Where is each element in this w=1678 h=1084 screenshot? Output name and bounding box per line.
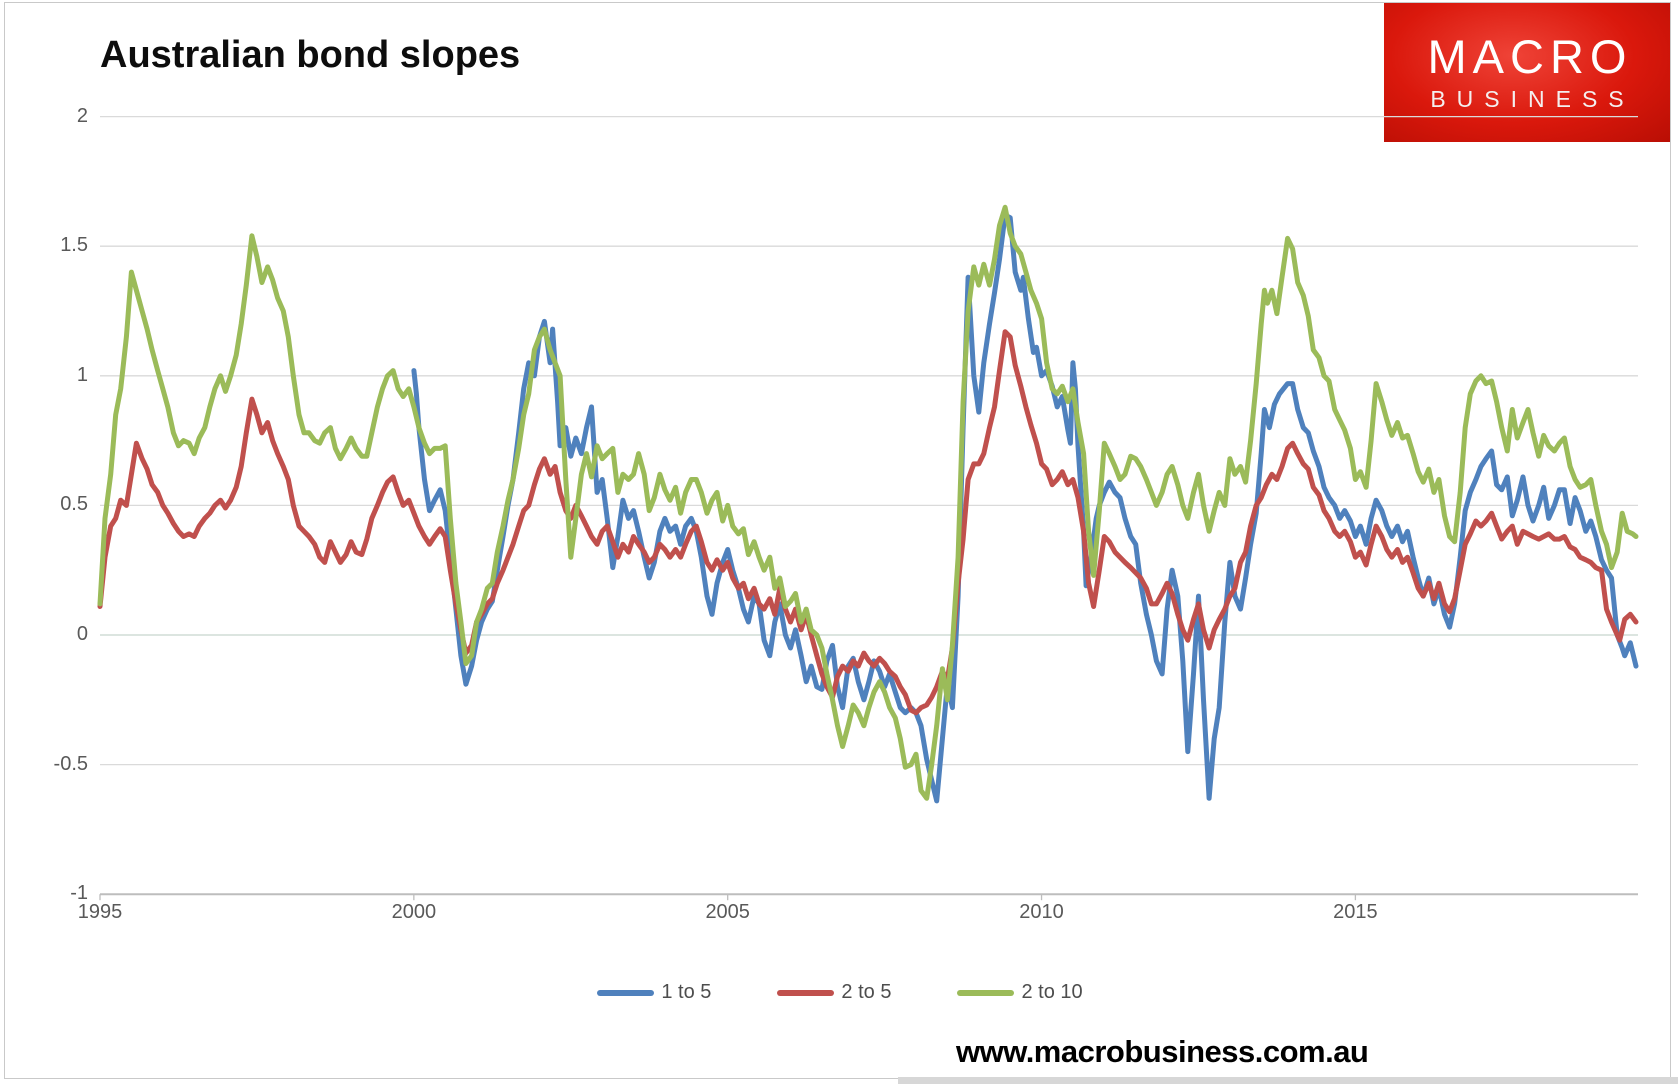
x-tick-label: 2005 (705, 901, 750, 923)
legend-item-2-to-10: 2 to 10 (957, 981, 1083, 1004)
series-line-1-to-5 (411, 212, 1639, 804)
legend-item-1-to-5: 1 to 5 (597, 981, 711, 1004)
y-tick-label: 2 (76, 104, 88, 127)
x-tick-label: 1995 (77, 901, 123, 923)
y-tick-label: 0.5 (60, 493, 88, 516)
legend-swatch (957, 989, 1015, 996)
y-tick-label: 0 (76, 623, 88, 645)
logo-text-business: BUSINESS (1430, 85, 1635, 112)
legend-item-2-to-5: 2 to 5 (777, 981, 891, 1004)
x-tick-label: 2015 (1333, 901, 1378, 923)
footer-url: www.macrobusiness.com.au (956, 1034, 1369, 1069)
macrobusiness-logo: MACRO BUSINESS (1384, 3, 1670, 142)
legend-swatch (777, 989, 835, 996)
chart-title: Australian bond slopes (100, 34, 521, 76)
y-tick-label: 1.5 (60, 234, 88, 257)
bottom-edge-strip (898, 1077, 1678, 1084)
y-tick-label: -0.5 (53, 752, 88, 775)
logo-text-macro: MACRO (1427, 30, 1633, 84)
series-line-2-to-10 (97, 204, 1639, 801)
chart-legend: 1 to 5 2 to 5 2 to 10 (420, 981, 1260, 1004)
legend-label: 1 to 5 (661, 981, 712, 1003)
y-tick-label: 1 (76, 363, 88, 386)
legend-label: 2 to 5 (841, 981, 892, 1003)
series-line-2-to-5 (97, 329, 1639, 716)
x-tick-label: 2010 (1019, 901, 1064, 923)
x-tick-label: 2000 (391, 901, 437, 923)
legend-swatch (597, 989, 655, 996)
legend-label: 2 to 10 (1021, 981, 1083, 1003)
y-tick-label: -1 (70, 882, 88, 905)
chart-frame (4, 2, 1671, 1079)
